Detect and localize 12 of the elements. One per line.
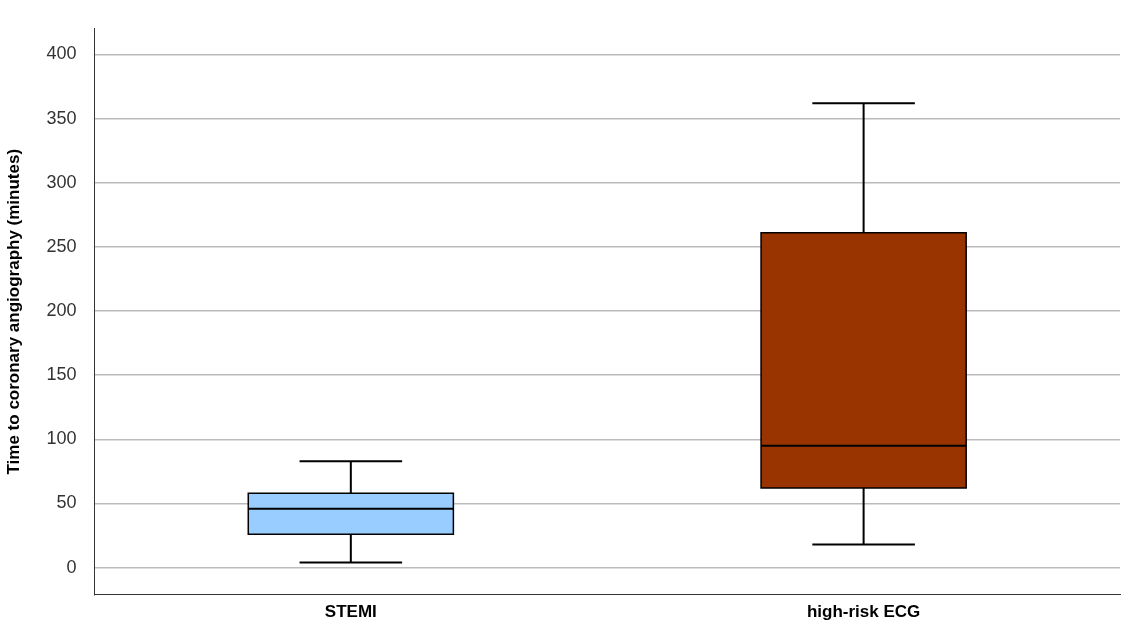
y-tick-label: 200 (46, 300, 77, 321)
y-axis-title: Time to coronary angiography (minutes) (3, 148, 23, 475)
y-tick-label: 100 (46, 428, 77, 449)
y-tick-label: 50 (56, 492, 77, 513)
y-tick-label: 300 (46, 171, 77, 192)
y-tick-label: 250 (46, 235, 77, 256)
y-tick-label: 0 (66, 556, 77, 577)
y-tick-label: 400 (46, 43, 77, 64)
y-tick-label: 150 (46, 364, 77, 385)
x-tick-label: high-risk ECG (806, 602, 921, 622)
y-tick-label: 350 (46, 107, 77, 128)
x-tick-label: STEMI (324, 602, 377, 622)
